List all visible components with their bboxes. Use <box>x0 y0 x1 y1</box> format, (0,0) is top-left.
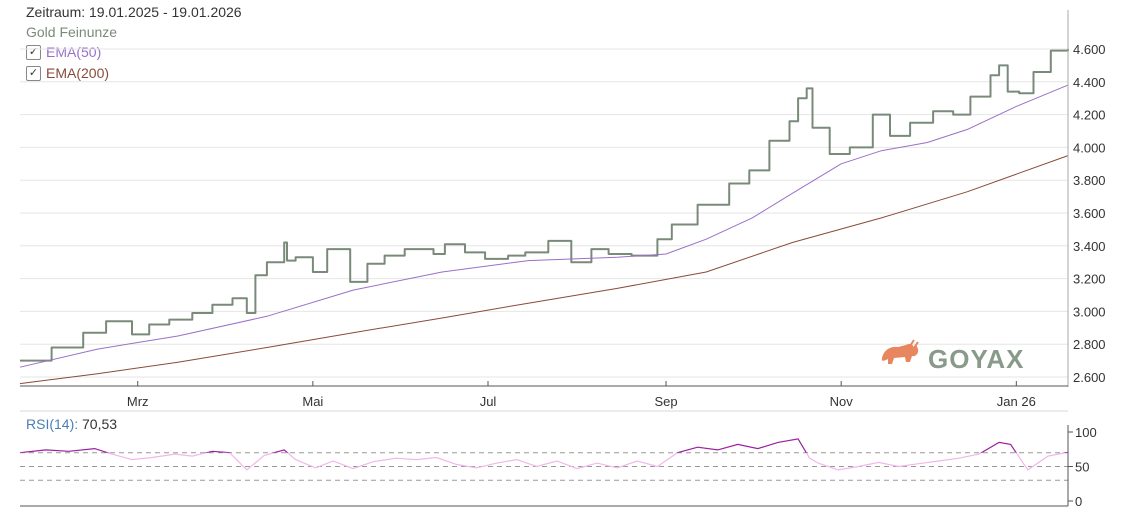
x-tick-label: Mrz <box>127 394 149 409</box>
y-tick-label: 2.600 <box>1073 370 1106 385</box>
rsi-line-low <box>20 452 1068 471</box>
series-ema50 <box>19 84 1069 368</box>
x-axis: Mrz Mai Jul Sep Nov Jan 26 <box>127 381 1036 409</box>
rsi-label: RSI(14): 70,53 <box>26 416 117 432</box>
series-ema200 <box>19 155 1069 385</box>
y-tick-label: 4.400 <box>1073 75 1106 90</box>
y-tick-label: 4.000 <box>1073 140 1106 155</box>
legend-item-ema200[interactable]: ✓ EMA(200) <box>26 65 109 81</box>
series-lines <box>19 49 1069 385</box>
brand-name: GOYAX <box>928 344 1025 374</box>
ema50-checkbox[interactable]: ✓ <box>26 44 41 60</box>
x-tick-label: Nov <box>830 394 854 409</box>
series-gold-price <box>20 49 1069 362</box>
y-tick-label: 3.000 <box>1073 304 1106 319</box>
goyax-logo: GOYAX <box>881 339 1025 374</box>
rsi-tick-label: 50 <box>1075 460 1089 475</box>
x-tick-label: Mai <box>302 394 323 409</box>
y-tick-label: 2.800 <box>1073 337 1106 352</box>
x-tick-label: Sep <box>654 394 677 409</box>
main-gridlines <box>20 48 1068 378</box>
y-tick-label: 3.200 <box>1073 272 1106 287</box>
chart-period-label: Zeitraum: 19.01.2025 - 19.01.2026 <box>26 4 242 20</box>
ema200-label: EMA(200) <box>46 65 110 81</box>
y-tick-label: 4.600 <box>1073 42 1106 57</box>
bull-icon <box>881 339 919 364</box>
legend-item-ema50[interactable]: ✓ EMA(50) <box>26 44 101 60</box>
x-tick-label: Jan 26 <box>997 394 1036 409</box>
ema50-label: EMA(50) <box>46 44 102 60</box>
y-tick-label: 3.800 <box>1073 173 1106 188</box>
rsi-tick-label: 0 <box>1075 494 1082 509</box>
rsi-tick-label: 100 <box>1075 425 1097 440</box>
y-tick-label: 4.200 <box>1073 108 1106 123</box>
y-tick-label: 3.400 <box>1073 239 1106 254</box>
rsi-value: 70,53 <box>82 416 118 432</box>
rsi-name: RSI(14): <box>26 416 79 432</box>
rsi-panel: 0 50 100 <box>20 410 1097 509</box>
ema200-checkbox[interactable]: ✓ <box>26 65 41 81</box>
y-tick-label: 3.600 <box>1073 206 1106 221</box>
rsi-line-high <box>20 438 1068 453</box>
x-tick-label: Jul <box>480 394 497 409</box>
y-axis: 2.600 2.800 3.000 3.200 3.400 3.600 3.800 4.000… <box>20 10 1106 387</box>
price-series-label: Gold Feinunze <box>26 24 118 40</box>
